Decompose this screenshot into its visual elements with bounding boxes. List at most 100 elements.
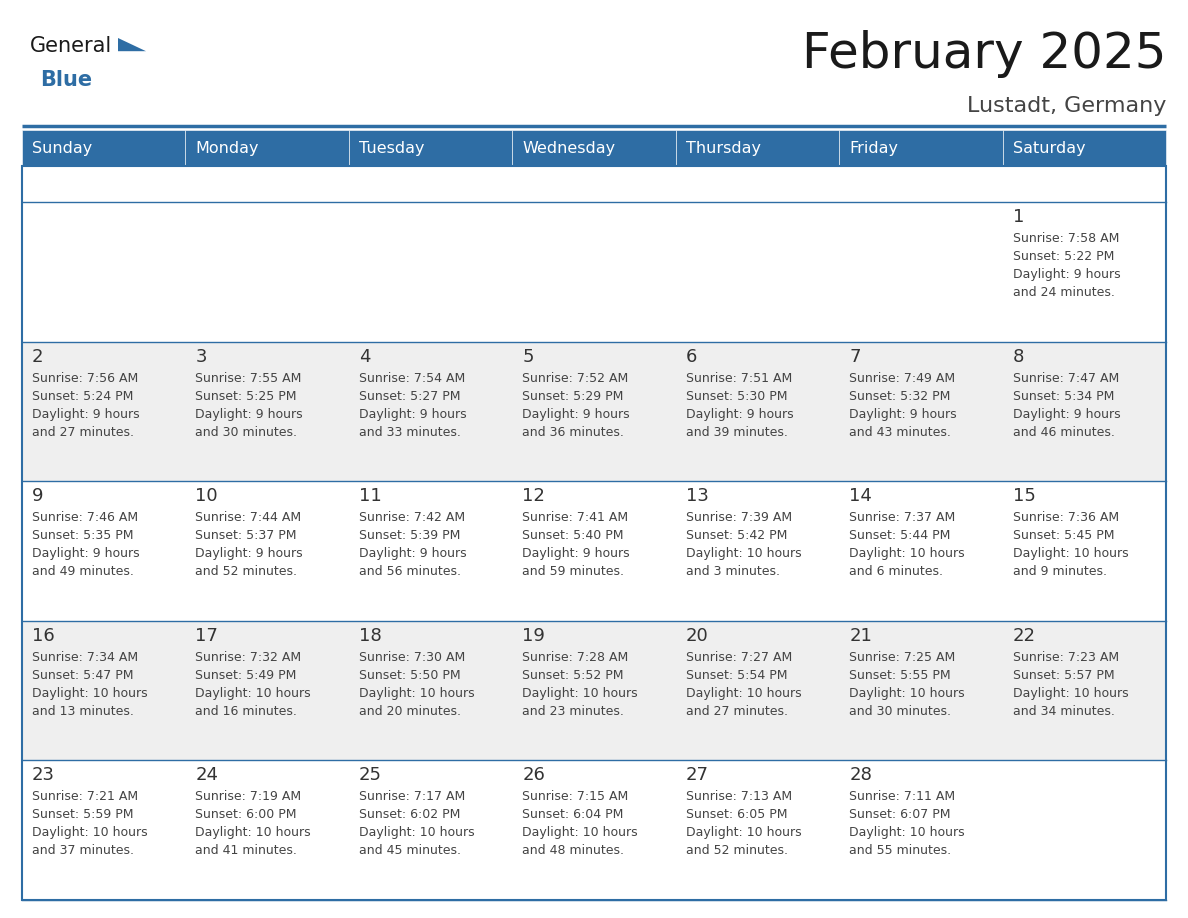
Text: Sunrise: 7:36 AM: Sunrise: 7:36 AM	[1012, 511, 1119, 524]
Bar	[676, 621, 839, 760]
Text: 17: 17	[196, 627, 219, 644]
Bar	[1003, 481, 1165, 621]
Bar	[676, 341, 839, 481]
Bar	[349, 621, 512, 760]
Text: and 3 minutes.: and 3 minutes.	[685, 565, 779, 578]
Text: 21: 21	[849, 627, 872, 644]
Text: 28: 28	[849, 767, 872, 784]
Text: Daylight: 9 hours: Daylight: 9 hours	[1012, 408, 1120, 420]
Bar	[839, 621, 1003, 760]
Text: Sunset: 5:29 PM: Sunset: 5:29 PM	[523, 389, 624, 403]
Text: and 46 minutes.: and 46 minutes.	[1012, 426, 1114, 439]
Text: and 20 minutes.: and 20 minutes.	[359, 705, 461, 718]
Text: and 24 minutes.: and 24 minutes.	[1012, 286, 1114, 299]
Bar	[1003, 130, 1165, 166]
Bar	[185, 202, 349, 341]
Text: Thursday: Thursday	[685, 140, 760, 155]
Text: Sunrise: 7:13 AM: Sunrise: 7:13 AM	[685, 790, 792, 803]
Text: Sunrise: 7:46 AM: Sunrise: 7:46 AM	[32, 511, 138, 524]
Text: and 27 minutes.: and 27 minutes.	[685, 705, 788, 718]
Bar	[839, 341, 1003, 481]
Text: Daylight: 10 hours: Daylight: 10 hours	[196, 687, 311, 700]
Text: Sunset: 6:02 PM: Sunset: 6:02 PM	[359, 809, 460, 822]
Text: February 2025: February 2025	[802, 30, 1165, 78]
Text: Daylight: 10 hours: Daylight: 10 hours	[32, 687, 147, 700]
Text: 3: 3	[196, 348, 207, 365]
Bar	[676, 202, 839, 341]
Text: Sunrise: 7:58 AM: Sunrise: 7:58 AM	[1012, 232, 1119, 245]
Text: Sunrise: 7:25 AM: Sunrise: 7:25 AM	[849, 651, 955, 664]
Text: 8: 8	[1012, 348, 1024, 365]
Text: Daylight: 10 hours: Daylight: 10 hours	[849, 547, 965, 560]
Bar	[1003, 760, 1165, 900]
Text: and 41 minutes.: and 41 minutes.	[196, 845, 297, 857]
Bar	[512, 760, 676, 900]
Text: Sunrise: 7:11 AM: Sunrise: 7:11 AM	[849, 790, 955, 803]
Text: 13: 13	[685, 487, 708, 505]
Text: and 48 minutes.: and 48 minutes.	[523, 845, 624, 857]
Text: Sunrise: 7:44 AM: Sunrise: 7:44 AM	[196, 511, 302, 524]
Text: 2: 2	[32, 348, 44, 365]
Bar	[349, 481, 512, 621]
Text: Sunset: 6:07 PM: Sunset: 6:07 PM	[849, 809, 950, 822]
Text: Sunrise: 7:49 AM: Sunrise: 7:49 AM	[849, 372, 955, 385]
Text: and 34 minutes.: and 34 minutes.	[1012, 705, 1114, 718]
Text: Sunset: 5:42 PM: Sunset: 5:42 PM	[685, 529, 788, 543]
Text: Daylight: 10 hours: Daylight: 10 hours	[1012, 687, 1129, 700]
Text: Sunset: 5:39 PM: Sunset: 5:39 PM	[359, 529, 460, 543]
Text: Daylight: 9 hours: Daylight: 9 hours	[1012, 268, 1120, 281]
Bar	[185, 760, 349, 900]
Bar	[185, 621, 349, 760]
Text: Sunset: 5:24 PM: Sunset: 5:24 PM	[32, 389, 133, 403]
Bar	[839, 760, 1003, 900]
Text: Daylight: 10 hours: Daylight: 10 hours	[523, 826, 638, 839]
Text: Sunrise: 7:27 AM: Sunrise: 7:27 AM	[685, 651, 792, 664]
Text: 26: 26	[523, 767, 545, 784]
Bar	[839, 130, 1003, 166]
Text: Daylight: 9 hours: Daylight: 9 hours	[32, 408, 140, 420]
Text: Sunrise: 7:34 AM: Sunrise: 7:34 AM	[32, 651, 138, 664]
Text: Daylight: 9 hours: Daylight: 9 hours	[685, 408, 794, 420]
Bar	[185, 130, 349, 166]
Text: 11: 11	[359, 487, 381, 505]
Text: Sunset: 5:54 PM: Sunset: 5:54 PM	[685, 669, 788, 682]
Text: Sunrise: 7:23 AM: Sunrise: 7:23 AM	[1012, 651, 1119, 664]
Text: Sunrise: 7:32 AM: Sunrise: 7:32 AM	[196, 651, 302, 664]
Bar	[512, 130, 676, 166]
Text: Sunday: Sunday	[32, 140, 93, 155]
Text: Daylight: 10 hours: Daylight: 10 hours	[685, 547, 802, 560]
Text: Sunrise: 7:41 AM: Sunrise: 7:41 AM	[523, 511, 628, 524]
Text: Sunrise: 7:47 AM: Sunrise: 7:47 AM	[1012, 372, 1119, 385]
Text: Daylight: 10 hours: Daylight: 10 hours	[523, 687, 638, 700]
Text: Sunset: 5:47 PM: Sunset: 5:47 PM	[32, 669, 133, 682]
Text: Sunset: 5:45 PM: Sunset: 5:45 PM	[1012, 529, 1114, 543]
Text: Sunrise: 7:28 AM: Sunrise: 7:28 AM	[523, 651, 628, 664]
Bar	[349, 341, 512, 481]
Text: and 13 minutes.: and 13 minutes.	[32, 705, 134, 718]
Text: Daylight: 10 hours: Daylight: 10 hours	[849, 826, 965, 839]
Text: 6: 6	[685, 348, 697, 365]
Text: Sunset: 5:35 PM: Sunset: 5:35 PM	[32, 529, 133, 543]
Text: Sunset: 5:22 PM: Sunset: 5:22 PM	[1012, 250, 1114, 263]
Text: and 37 minutes.: and 37 minutes.	[32, 845, 134, 857]
Text: and 39 minutes.: and 39 minutes.	[685, 426, 788, 439]
Text: Sunset: 5:25 PM: Sunset: 5:25 PM	[196, 389, 297, 403]
Text: Sunrise: 7:56 AM: Sunrise: 7:56 AM	[32, 372, 138, 385]
Text: Monday: Monday	[196, 140, 259, 155]
Text: and 16 minutes.: and 16 minutes.	[196, 705, 297, 718]
Text: Sunset: 5:32 PM: Sunset: 5:32 PM	[849, 389, 950, 403]
Text: Sunset: 6:04 PM: Sunset: 6:04 PM	[523, 809, 624, 822]
Text: and 30 minutes.: and 30 minutes.	[196, 426, 297, 439]
Text: Sunset: 5:40 PM: Sunset: 5:40 PM	[523, 529, 624, 543]
Text: 25: 25	[359, 767, 381, 784]
Text: 18: 18	[359, 627, 381, 644]
Text: Tuesday: Tuesday	[359, 140, 424, 155]
Bar	[1003, 202, 1165, 341]
Text: Sunset: 5:34 PM: Sunset: 5:34 PM	[1012, 389, 1114, 403]
Text: 23: 23	[32, 767, 55, 784]
Text: Friday: Friday	[849, 140, 898, 155]
Text: Sunset: 5:59 PM: Sunset: 5:59 PM	[32, 809, 133, 822]
Text: and 9 minutes.: and 9 minutes.	[1012, 565, 1106, 578]
Text: 14: 14	[849, 487, 872, 505]
Text: and 27 minutes.: and 27 minutes.	[32, 426, 134, 439]
